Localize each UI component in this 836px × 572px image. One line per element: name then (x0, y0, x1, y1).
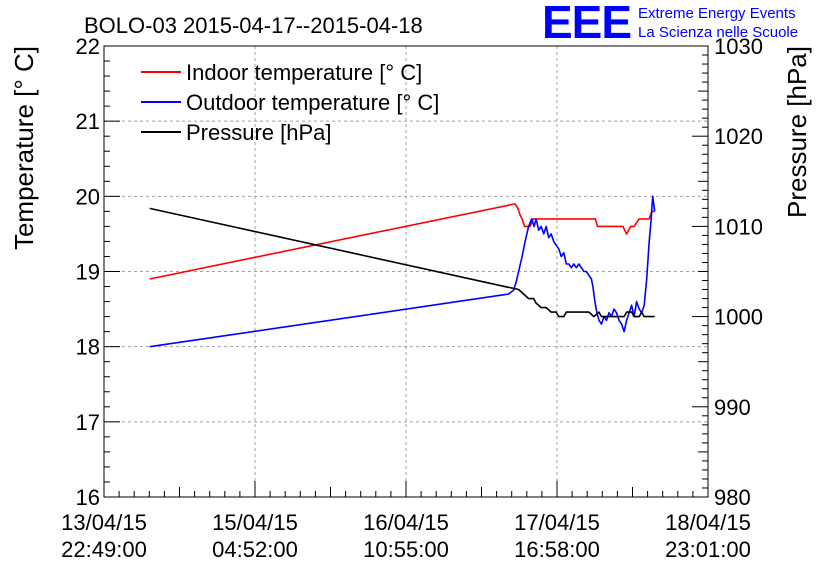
legend-label-3: Pressure [hPa] (186, 120, 332, 145)
eee-logo-line1: Extreme Energy Events (638, 5, 796, 22)
x-tick-date: 15/04/15 (212, 510, 298, 535)
y-axis-left-label: Temperature [° C] (9, 46, 39, 250)
eee-logo-line2: La Scienza nelle Scuole (638, 24, 798, 41)
y-left-tick-label: 21 (76, 109, 100, 134)
x-tick-time: 10:55:00 (363, 537, 449, 562)
y-right-tick-label: 1000 (714, 305, 763, 330)
left-axis: 16 17 18 19 20 21 22 (76, 34, 120, 510)
x-tick-time: 23:01:00 (665, 537, 751, 562)
y-left-tick-label: 19 (76, 260, 100, 285)
series-line-2 (149, 195, 656, 348)
eee-logo: EEE Extreme Energy Events La Scienza nel… (542, 0, 798, 48)
legend-label-2: Outdoor temperature [° C] (186, 90, 439, 115)
y-right-tick-label: 980 (714, 485, 751, 510)
y-left-tick-label: 20 (76, 184, 100, 209)
y-right-tick-label: 990 (714, 395, 751, 420)
right-axis: 980 990 1000 1010 1020 1030 (692, 34, 763, 510)
series-line-1 (149, 203, 655, 280)
y-right-tick-label: 1030 (714, 34, 763, 59)
legend-label-1: Indoor temperature [° C] (186, 60, 422, 85)
x-tick-date: 16/04/15 (363, 510, 449, 535)
y-left-tick-label: 22 (76, 34, 100, 59)
eee-logo-mark: EEE (542, 0, 631, 48)
x-tick-date: 13/04/15 (61, 510, 147, 535)
x-tick-date: 17/04/15 (514, 510, 600, 535)
y-right-tick-label: 1010 (714, 214, 763, 239)
chart-title: BOLO-03 2015-04-17--2015-04-18 (84, 13, 423, 38)
legend: Indoor temperature [° C] Outdoor temperat… (141, 60, 439, 145)
x-tick-date: 18/04/15 (665, 510, 751, 535)
x-tick-time: 22:49:00 (61, 537, 147, 562)
x-tick-time: 16:58:00 (514, 537, 600, 562)
grid (104, 46, 708, 497)
series-line-3 (149, 207, 655, 318)
y-right-tick-label: 1020 (714, 124, 763, 149)
y-left-tick-label: 18 (76, 335, 100, 360)
y-left-tick-label: 17 (76, 410, 100, 435)
series-group (149, 195, 656, 348)
x-tick-time: 04:52:00 (212, 537, 298, 562)
y-left-tick-label: 16 (76, 485, 100, 510)
y-axis-right-label: Pressure [hPa] (782, 46, 812, 218)
